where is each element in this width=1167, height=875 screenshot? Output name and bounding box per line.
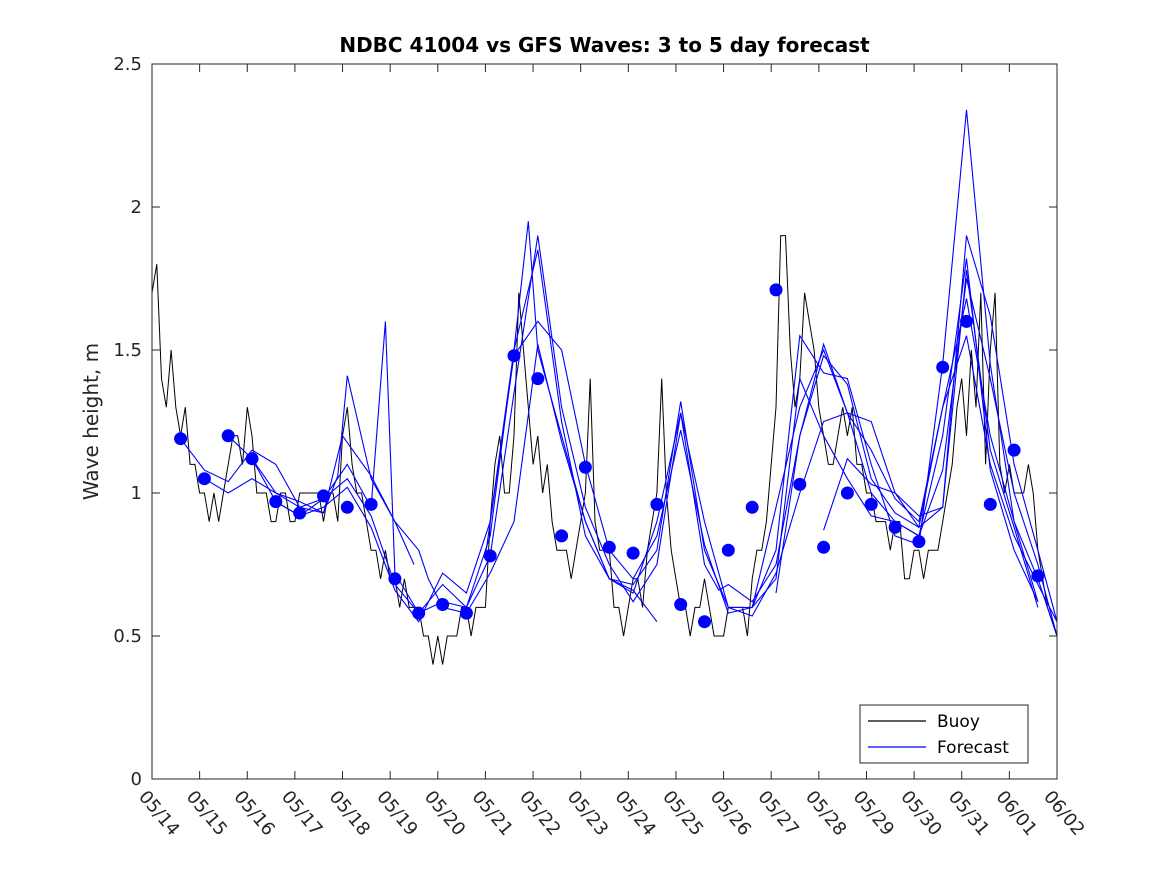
y-tick-label: 1.5 [113,340,142,361]
forecast-marker [912,535,926,549]
marker-layer [174,283,1045,629]
forecast-marker [578,460,592,474]
y-tick-label: 0 [131,769,142,790]
forecast-series-line-6 [484,258,1039,614]
forecast-marker [555,529,569,543]
forecast-series-line-9 [823,269,1039,608]
y-tick-label: 1 [131,483,142,504]
legend-box [859,704,1029,764]
series-layer [151,109,1058,665]
forecast-series-line-3 [227,221,1058,622]
forecast-marker [1007,443,1021,457]
y-tick-label: 0.5 [113,626,142,647]
legend: Buoy Forecast [859,704,1029,764]
forecast-marker [626,546,640,560]
forecast-marker [293,506,307,520]
forecast-marker [388,572,402,586]
forecast-series-line-4 [251,235,1058,637]
forecast-marker [817,540,831,554]
forecast-marker [269,495,283,509]
forecast-marker [412,606,426,620]
y-tick-label: 2.5 [113,54,142,75]
forecast-marker [340,500,354,514]
forecast-marker [436,598,450,611]
forecast-marker [840,486,854,500]
legend-buoy-label: Buoy [937,712,980,732]
forecast-marker [983,497,997,511]
forecast-marker [364,497,378,511]
forecast-marker [721,543,735,557]
forecast-marker [888,520,902,534]
forecast-marker [507,349,521,363]
forecast-marker [602,540,616,554]
forecast-marker [245,452,259,466]
forecast-marker [698,615,711,629]
plot-area [152,64,1057,779]
forecast-marker [221,429,235,443]
forecast-marker [197,472,211,486]
forecast-series-line-8 [775,298,1039,602]
forecast-marker [864,497,878,511]
forecast-marker [793,477,807,491]
forecast-marker [769,283,783,297]
forecast-marker [936,360,950,374]
forecast-marker [483,549,497,563]
forecast-marker [960,314,973,328]
forecast-marker [674,598,688,611]
forecast-marker [174,432,188,446]
chart-title: NDBC 41004 vs GFS Waves: 3 to 5 day fore… [339,33,870,57]
forecast-series-line-5 [275,109,1058,637]
forecast-marker [1031,569,1045,583]
forecast-series-line-2 [204,344,658,623]
y-axis-title: Wave height, m [79,343,103,500]
forecast-marker [650,497,664,511]
plot-frame [151,63,1058,780]
y-tick-label: 2 [131,197,142,218]
forecast-marker [459,606,473,620]
forecast-marker [745,500,759,514]
legend-forecast-label: Forecast [937,738,1009,758]
forecast-marker [531,372,545,386]
forecast-marker [317,489,330,503]
